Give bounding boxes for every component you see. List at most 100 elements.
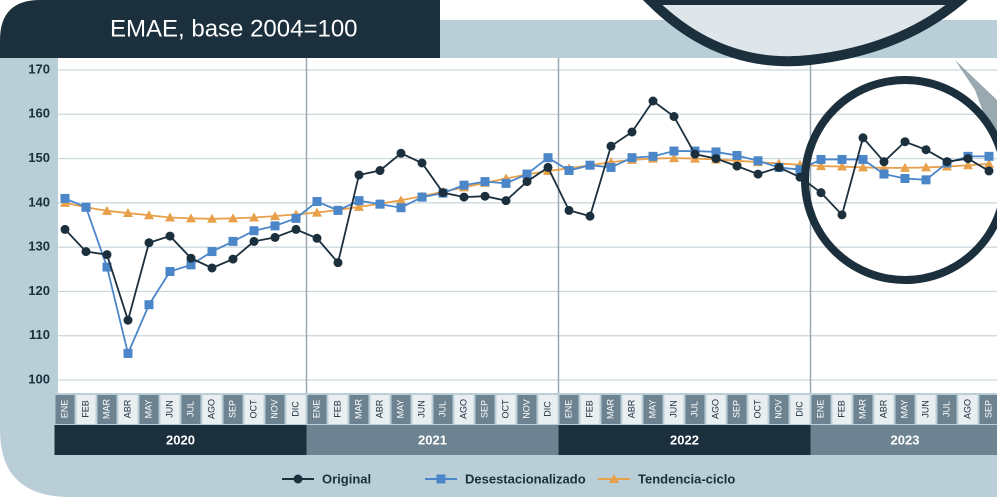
point [754, 170, 763, 179]
plot-area [58, 58, 997, 393]
point [754, 156, 763, 165]
x-tick-label: AGO [962, 399, 972, 419]
y-tick-label: 100 [28, 371, 50, 386]
point [397, 149, 406, 158]
y-tick-label: 130 [28, 239, 50, 254]
point [817, 155, 826, 164]
point [397, 203, 406, 212]
point [292, 225, 301, 234]
point [418, 159, 427, 168]
x-tick-label: AGO [206, 399, 216, 419]
x-tick-label: ENE [311, 400, 321, 419]
x-tick-label: ABR [878, 399, 888, 418]
point [670, 112, 679, 121]
point [985, 152, 994, 161]
x-tick-label: OCT [752, 399, 762, 419]
x-tick-label: JUL [941, 401, 951, 417]
point [502, 196, 511, 205]
x-tick-label: ABR [374, 399, 384, 418]
point [649, 152, 658, 161]
y-tick-label: 150 [28, 150, 50, 165]
point [166, 232, 175, 241]
x-tick-label: SEP [983, 400, 993, 418]
point [145, 300, 154, 309]
legend-label: Original [322, 471, 371, 486]
point [355, 170, 364, 179]
point [964, 154, 973, 163]
point [733, 151, 742, 160]
point [166, 267, 175, 276]
point [691, 150, 700, 159]
x-tick-label: JUN [920, 400, 930, 418]
point [565, 206, 574, 215]
point [313, 197, 322, 206]
point [901, 137, 910, 146]
x-tick-label: MAR [101, 399, 111, 420]
point [985, 166, 994, 175]
chart: EMAE, base 2004=100 10011012013014015016… [0, 0, 997, 497]
point [376, 166, 385, 175]
x-tick-label: AGO [458, 399, 468, 419]
point [838, 210, 847, 219]
point [145, 238, 154, 247]
point [313, 234, 322, 243]
y-tick-label: 160 [28, 106, 50, 121]
x-tick-label: OCT [248, 399, 258, 419]
point [82, 203, 91, 212]
point [229, 255, 238, 264]
x-tick-label: FEB [332, 400, 342, 418]
x-tick-label: JUN [668, 400, 678, 418]
point [880, 170, 889, 179]
point [922, 145, 931, 154]
point [334, 206, 343, 215]
point [859, 133, 868, 142]
point [460, 181, 469, 190]
point [250, 237, 259, 246]
point [607, 163, 616, 172]
point [565, 166, 574, 175]
point [586, 212, 595, 221]
point [544, 153, 553, 162]
point [670, 147, 679, 156]
point [208, 263, 217, 272]
point [607, 142, 616, 151]
year-label: 2022 [670, 432, 699, 447]
point [481, 177, 490, 186]
point [334, 258, 343, 267]
x-tick-label: NOV [269, 399, 279, 419]
point [437, 475, 446, 484]
point [271, 221, 280, 230]
x-tick-label: MAR [353, 399, 363, 420]
x-tick-label: JUL [437, 401, 447, 417]
point [418, 193, 427, 202]
year-label: 2020 [166, 432, 195, 447]
legend-label: Tendencia-ciclo [638, 471, 735, 486]
point [124, 316, 133, 325]
x-tick-label: SEP [227, 400, 237, 418]
year-label: 2021 [418, 432, 447, 447]
x-tick-label: ENE [59, 400, 69, 419]
x-tick-label: FEB [836, 400, 846, 418]
x-tick-label: ABR [626, 399, 636, 418]
legend-label: Desestacionalizado [465, 471, 586, 486]
point [294, 475, 303, 484]
point [712, 154, 721, 163]
point [733, 162, 742, 171]
x-tick-label: DIC [542, 401, 552, 417]
x-tick-label: MAR [857, 399, 867, 420]
x-tick-label: JUL [689, 401, 699, 417]
point [124, 349, 133, 358]
point [355, 196, 364, 205]
point [460, 193, 469, 202]
point [775, 163, 784, 172]
point [250, 226, 259, 235]
point [859, 155, 868, 164]
x-tick-label: JUN [416, 400, 426, 418]
y-tick-label: 170 [28, 61, 50, 76]
point [229, 237, 238, 246]
x-tick-label: MAY [647, 400, 657, 419]
point [271, 233, 280, 242]
x-tick-label: FEB [80, 400, 90, 418]
x-tick-label: OCT [500, 399, 510, 419]
x-tick-label: ENE [815, 400, 825, 419]
